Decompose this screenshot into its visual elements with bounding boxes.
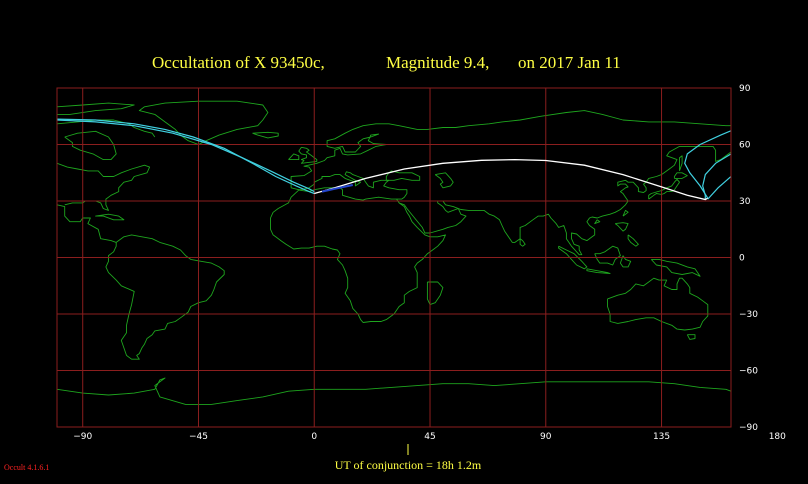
coastline-20 — [673, 172, 688, 179]
coastline-11 — [288, 153, 300, 161]
coastline-0 — [64, 130, 117, 161]
longitude-label-1: −45 — [189, 432, 208, 442]
coastline-3 — [95, 213, 125, 221]
daylight-segment — [321, 184, 354, 193]
coastline-7 — [57, 102, 135, 115]
coastline-38 — [57, 377, 731, 405]
longitude-label-0: −90 — [73, 432, 92, 442]
longitude-label-3: 45 — [424, 432, 435, 442]
central-line — [314, 158, 709, 201]
coastline-2 — [57, 162, 151, 211]
coastline-16 — [270, 198, 446, 323]
latitude-axis: 90 60 30 0 −30 −60 −90 — [739, 84, 758, 433]
title-magnitude: Magnitude 9.4, — [386, 53, 489, 72]
coastline-33 — [686, 334, 696, 340]
coastline-32 — [607, 277, 709, 331]
latitude-label-3: 0 — [739, 254, 745, 264]
latitude-label-1: 60 — [739, 141, 751, 151]
coastline-9 — [290, 110, 731, 188]
latitude-label-4: −30 — [739, 310, 758, 320]
coastline-6 — [252, 131, 279, 139]
map-frame — [56, 87, 732, 428]
coastline-26 — [586, 268, 611, 274]
coastline-22 — [622, 209, 629, 217]
map-area — [57, 88, 731, 427]
coastline-10 — [298, 146, 318, 164]
coastline-24 — [519, 238, 526, 247]
coastline-15 — [270, 189, 300, 219]
latitude-label-2: 30 — [739, 197, 751, 207]
version-label: Occult 4.1.6.1 — [4, 463, 49, 472]
graticule — [57, 88, 731, 427]
coastline-5 — [138, 100, 269, 145]
conjunction-time: UT of conjunction = 18h 1.2m — [335, 458, 482, 472]
coastline-21 — [679, 155, 683, 172]
coastline-23 — [594, 219, 601, 225]
coastline-17 — [426, 281, 444, 306]
longitude-label-4: 90 — [540, 432, 552, 442]
coastline-28 — [619, 255, 632, 268]
title-star: Occultation of X 93450c, — [152, 53, 325, 72]
latitude-label-0: 90 — [739, 84, 751, 94]
coastline-12 — [290, 171, 408, 201]
longitude-label-5: 135 — [653, 432, 670, 442]
north-limit-line-west — [57, 119, 315, 193]
south-limit-line-east — [707, 175, 731, 200]
south-limit-line-west — [57, 118, 315, 195]
coastline-25 — [558, 245, 588, 270]
coastline-14 — [434, 172, 454, 189]
north-limit-line-east — [702, 153, 731, 200]
coastline-31 — [650, 258, 701, 277]
occultation-paths — [57, 118, 731, 201]
latitude-label-5: −60 — [739, 367, 758, 377]
title-date: on 2017 Jan 11 — [518, 53, 621, 72]
longitude-label-6: 180 — [769, 432, 786, 442]
coastline-29 — [614, 222, 629, 232]
coastline-30 — [627, 234, 639, 247]
longitude-label-2: 0 — [311, 432, 317, 442]
latitude-label-6: −90 — [739, 423, 758, 433]
central-line-east — [684, 130, 731, 199]
